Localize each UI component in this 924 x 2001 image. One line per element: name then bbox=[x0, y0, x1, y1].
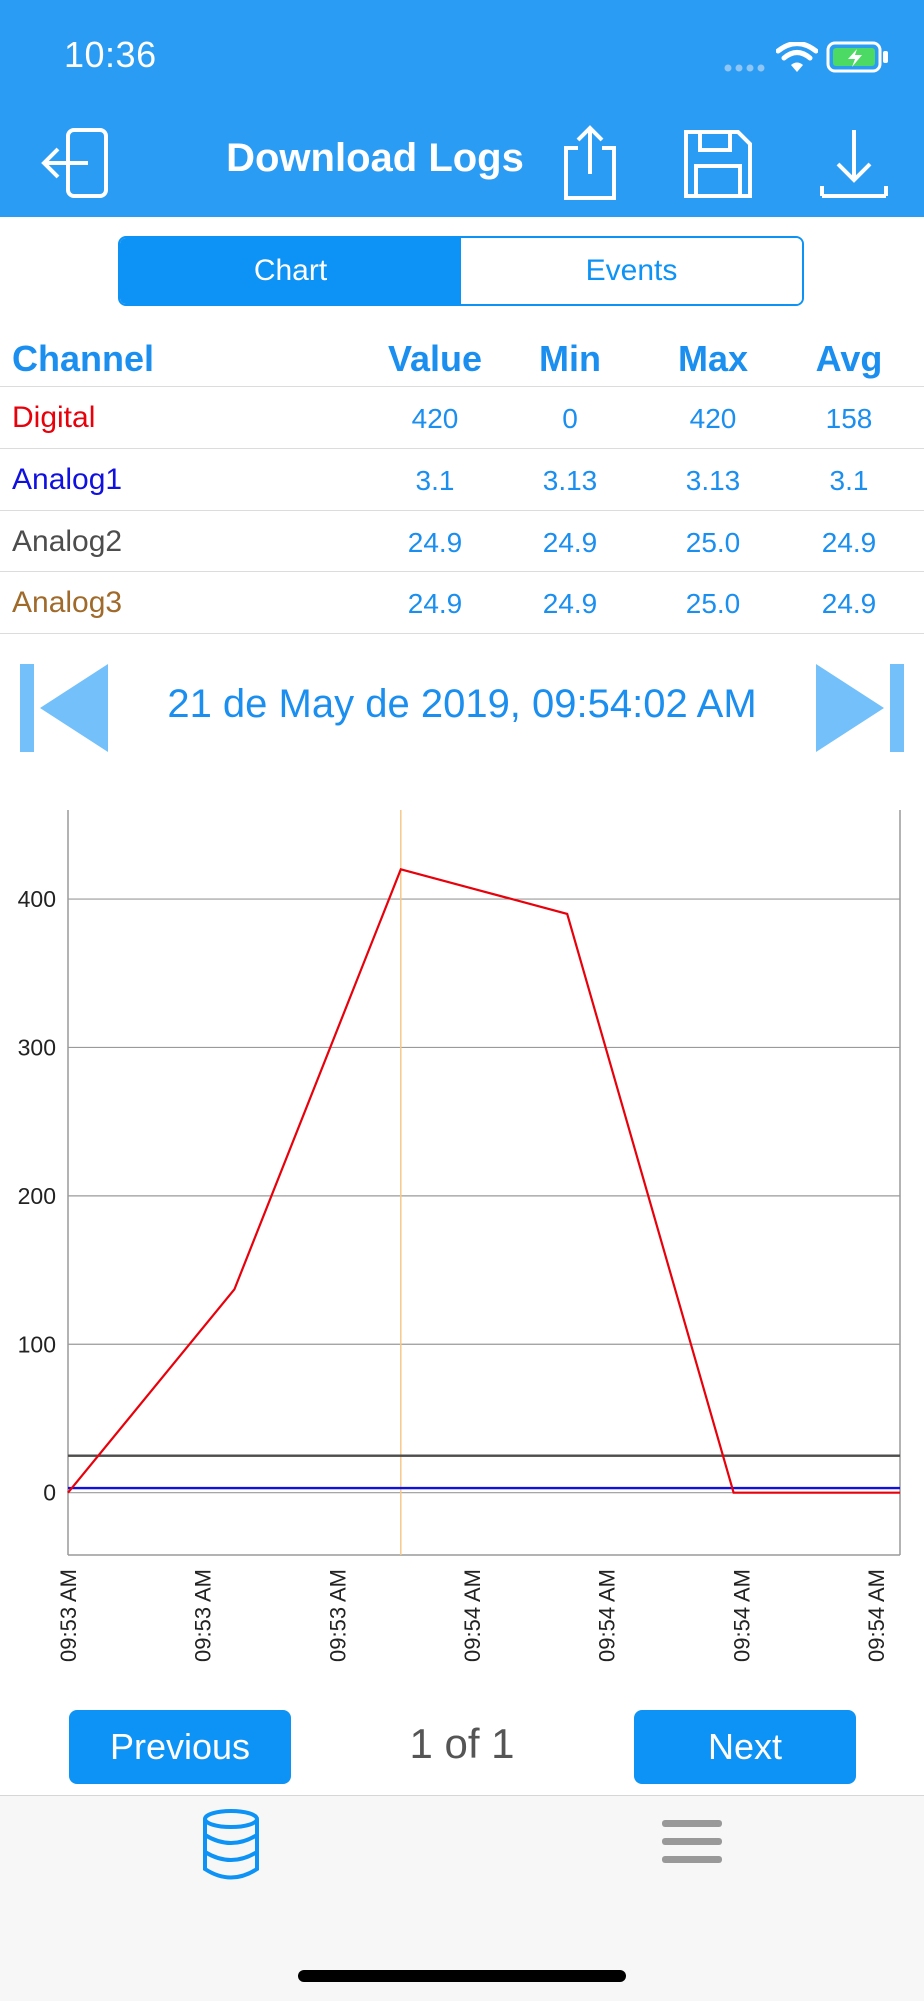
page-title: Download Logs bbox=[226, 136, 524, 180]
next-button[interactable]: Next bbox=[634, 1710, 856, 1784]
row-divider bbox=[0, 633, 924, 634]
channel-name-digital: Digital bbox=[12, 401, 96, 434]
value-cell: 24.9 bbox=[407, 527, 463, 558]
value-cell: 420 bbox=[411, 403, 459, 434]
y-tick-label: 100 bbox=[18, 1331, 56, 1357]
navigation-header bbox=[0, 0, 924, 217]
x-tick-label: 09:53 AM bbox=[191, 1569, 216, 1662]
signal-icon bbox=[724, 60, 768, 72]
x-tick-label: 09:54 AM bbox=[595, 1569, 620, 1662]
menu-icon[interactable] bbox=[660, 1818, 724, 1866]
status-time: 10:36 bbox=[64, 34, 157, 75]
min-cell: 24.9 bbox=[542, 527, 598, 558]
x-tick-label: 09:53 AM bbox=[56, 1569, 81, 1662]
save-icon[interactable] bbox=[678, 124, 758, 204]
y-tick-label: 200 bbox=[18, 1183, 56, 1209]
last-page-icon[interactable] bbox=[814, 662, 906, 754]
tab-events[interactable]: Events bbox=[461, 238, 802, 304]
value-cell: 3.1 bbox=[415, 465, 455, 496]
col-header-max: Max bbox=[677, 338, 749, 379]
max-cell: 25.0 bbox=[685, 588, 741, 619]
row-divider bbox=[0, 510, 924, 511]
avg-cell: 24.9 bbox=[821, 527, 877, 558]
x-tick-label: 09:54 AM bbox=[729, 1569, 754, 1662]
database-icon[interactable] bbox=[200, 1808, 262, 1880]
avg-cell: 3.1 bbox=[829, 465, 869, 496]
logout-icon[interactable] bbox=[36, 124, 116, 204]
x-tick-label: 09:54 AM bbox=[460, 1569, 485, 1662]
previous-button[interactable]: Previous bbox=[69, 1710, 291, 1784]
battery-icon bbox=[826, 40, 890, 74]
channel-name-analog1: Analog1 bbox=[12, 463, 123, 496]
avg-cell: 158 bbox=[825, 403, 873, 434]
series-line-digital bbox=[67, 868, 900, 1494]
view-segmented-control: Chart Events bbox=[118, 236, 804, 306]
col-header-avg: Avg bbox=[815, 338, 883, 379]
x-tick-label: 09:53 AM bbox=[325, 1569, 350, 1662]
wifi-icon bbox=[775, 41, 819, 74]
page-indicator: 1 of 1 bbox=[409, 1720, 515, 1767]
tab-bar bbox=[0, 1795, 924, 2001]
current-timestamp: 21 de May de 2019, 09:54:02 AM bbox=[167, 682, 757, 726]
col-header-channel: Channel bbox=[12, 338, 155, 379]
row-divider bbox=[0, 448, 924, 449]
col-header-value: Value bbox=[387, 338, 483, 379]
max-cell: 420 bbox=[689, 403, 737, 434]
max-cell: 25.0 bbox=[685, 527, 741, 558]
row-divider bbox=[0, 571, 924, 572]
tab-chart[interactable]: Chart bbox=[120, 238, 461, 304]
channel-name-analog2: Analog2 bbox=[12, 525, 123, 558]
value-cell: 24.9 bbox=[407, 588, 463, 619]
y-tick-label: 0 bbox=[43, 1480, 56, 1506]
first-page-icon[interactable] bbox=[18, 662, 110, 754]
y-tick-label: 300 bbox=[18, 1034, 56, 1060]
col-header-min: Min bbox=[539, 338, 601, 379]
min-cell: 24.9 bbox=[542, 588, 598, 619]
share-icon[interactable] bbox=[550, 124, 630, 204]
y-tick-label: 400 bbox=[18, 886, 56, 912]
channel-name-analog3: Analog3 bbox=[12, 586, 123, 619]
download-icon[interactable] bbox=[814, 124, 894, 204]
row-divider bbox=[0, 386, 924, 387]
avg-cell: 24.9 bbox=[821, 588, 877, 619]
max-cell: 3.13 bbox=[685, 465, 741, 496]
log-chart[interactable]: 0 100 200 300 400 09:53 AM 09:53 AM 09:53 AM 09:… bbox=[0, 800, 924, 1690]
x-tick-label: 09:54 AM bbox=[864, 1569, 889, 1662]
min-cell: 0 bbox=[562, 403, 578, 434]
home-indicator bbox=[298, 1970, 626, 1982]
min-cell: 3.13 bbox=[542, 465, 598, 496]
